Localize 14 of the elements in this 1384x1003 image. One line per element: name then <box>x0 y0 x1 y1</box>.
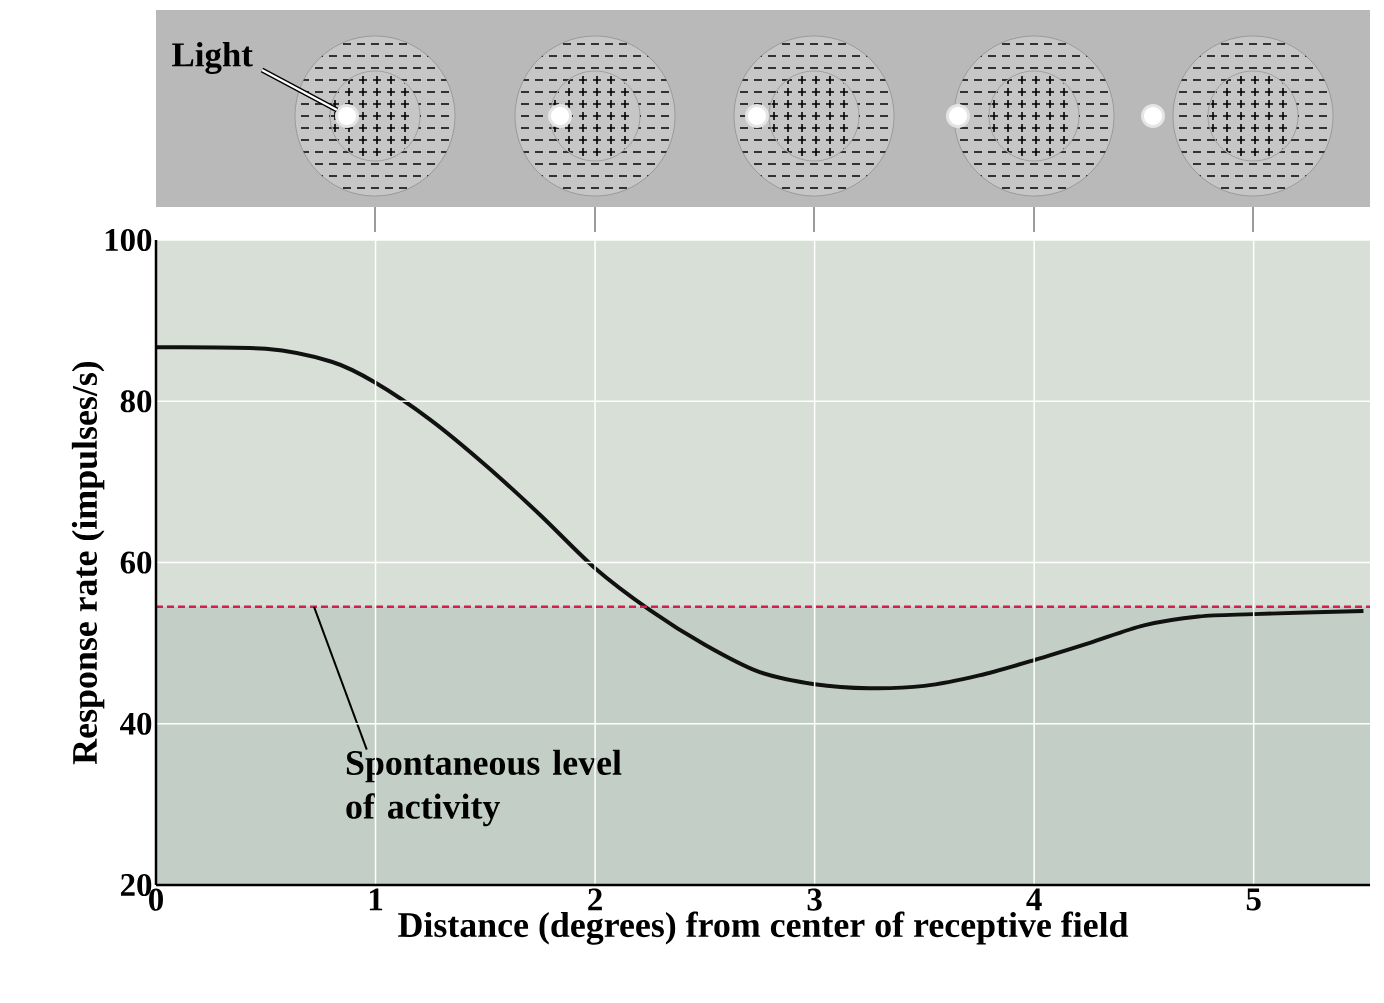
x-tick-label: 2 <box>588 888 602 911</box>
y-tick-label: 80 <box>120 390 152 413</box>
y-axis-title: Response rate (impulses/s) <box>71 361 105 765</box>
x-tick-label: 3 <box>807 888 822 911</box>
y-tick-label: 100 <box>105 228 152 252</box>
ref-line-label: Spontaneous level of activity <box>346 749 622 827</box>
x-tick-label: 4 <box>1026 888 1042 911</box>
x-tick-label: 5 <box>1246 888 1261 911</box>
text: Light <box>172 42 253 74</box>
x-tick-label: 1 <box>369 888 383 911</box>
line-series <box>156 345 1366 691</box>
y-tick-label: 40 <box>120 712 152 735</box>
y-tick-label: 60 <box>120 551 152 574</box>
x-axis-title: Distance (degrees) from center of receptive field <box>398 911 1129 945</box>
